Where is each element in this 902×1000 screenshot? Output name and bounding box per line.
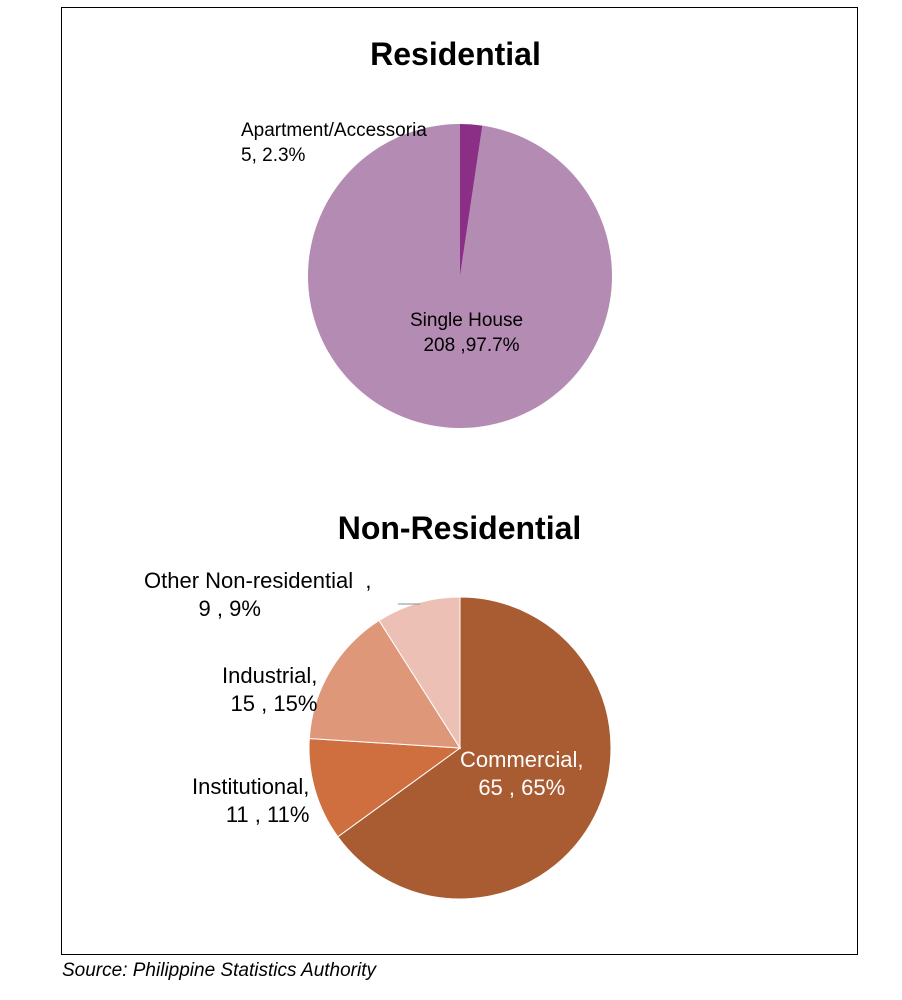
slice-label-commercial: Commercial, 65 , 65% bbox=[460, 746, 583, 802]
slice-label-apartment-name: Apartment/Accessoria bbox=[241, 120, 427, 141]
non-residential-slice-other-non-residential bbox=[378, 596, 461, 750]
slice-label-institutional: Institutional, 11 , 11% bbox=[192, 773, 309, 829]
slice-label-other-name: Other Non-residential , bbox=[144, 568, 372, 593]
slice-label-other-value: 9 , 9% bbox=[198, 596, 261, 621]
non-residential-slice-industrial bbox=[308, 619, 461, 749]
non-residential-slice-institutional bbox=[308, 737, 462, 838]
residential-pie bbox=[307, 124, 612, 428]
slice-label-other: Other Non-residential , 9 , 9% bbox=[144, 567, 371, 623]
slice-label-industrial-value: 15 , 15% bbox=[230, 691, 318, 716]
slice-label-industrial: Industrial, 15 , 15% bbox=[222, 662, 317, 718]
slice-label-commercial-value: 65 , 65% bbox=[478, 775, 566, 800]
residential-slice-apartment-accessoria bbox=[460, 124, 483, 276]
non-residential-slice-commercial bbox=[337, 596, 612, 900]
slice-label-apartment: Apartment/Accessoria 5, 2.3% bbox=[241, 118, 427, 168]
non-residential-chart-title: Non-Residential bbox=[337, 510, 582, 546]
slice-label-institutional-value: 11 , 11% bbox=[225, 802, 310, 827]
slice-label-single-house: Single House 208 ,97.7% bbox=[410, 308, 523, 358]
non-residential-pie bbox=[308, 596, 612, 900]
slice-label-commercial-name: Commercial, bbox=[460, 747, 584, 772]
residential-slice-single-house bbox=[307, 124, 612, 428]
slice-label-single-house-value: 208 ,97.7% bbox=[423, 335, 520, 356]
slice-label-industrial-name: Industrial, bbox=[222, 663, 318, 688]
source-note: Source: Philippine Statistics Authority bbox=[62, 960, 377, 981]
slice-label-apartment-value: 5, 2.3% bbox=[241, 145, 306, 166]
chart-frame: Residential Non-Residential bbox=[61, 7, 858, 955]
slice-label-single-house-name: Single House bbox=[410, 310, 524, 331]
slice-label-institutional-name: Institutional, bbox=[192, 774, 310, 799]
residential-chart-title: Residential bbox=[370, 36, 541, 72]
